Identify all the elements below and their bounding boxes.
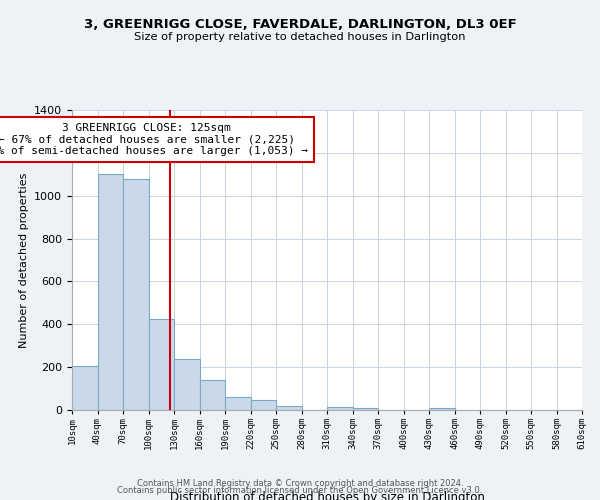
Bar: [327, 407, 353, 410]
Bar: [199, 380, 225, 410]
Bar: [174, 358, 199, 410]
Bar: [276, 406, 302, 410]
Text: Contains public sector information licensed under the Open Government Licence v3: Contains public sector information licen…: [118, 486, 482, 495]
Bar: [353, 408, 378, 410]
Bar: [429, 408, 455, 410]
Bar: [225, 397, 251, 410]
Bar: [72, 366, 97, 410]
Text: 3 GREENRIGG CLOSE: 125sqm
← 67% of detached houses are smaller (2,225)
32% of se: 3 GREENRIGG CLOSE: 125sqm ← 67% of detac…: [0, 123, 308, 156]
X-axis label: Distribution of detached houses by size in Darlington: Distribution of detached houses by size …: [170, 491, 484, 500]
Text: Size of property relative to detached houses in Darlington: Size of property relative to detached ho…: [134, 32, 466, 42]
Bar: [97, 174, 123, 410]
Bar: [149, 319, 174, 410]
Text: Contains HM Land Registry data © Crown copyright and database right 2024.: Contains HM Land Registry data © Crown c…: [137, 478, 463, 488]
Y-axis label: Number of detached properties: Number of detached properties: [19, 172, 29, 348]
Text: 3, GREENRIGG CLOSE, FAVERDALE, DARLINGTON, DL3 0EF: 3, GREENRIGG CLOSE, FAVERDALE, DARLINGTO…: [83, 18, 517, 30]
Bar: [251, 400, 276, 410]
Bar: [123, 178, 149, 410]
